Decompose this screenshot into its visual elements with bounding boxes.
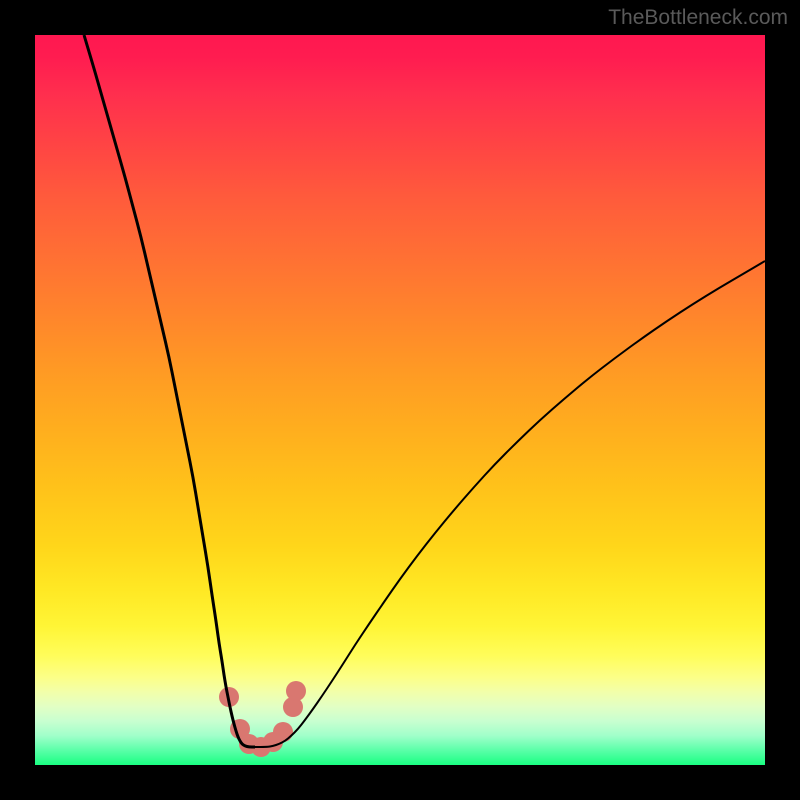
valley-marker — [286, 681, 306, 701]
plot-area — [35, 35, 765, 765]
watermark-text: TheBottleneck.com — [608, 6, 788, 30]
curves-svg — [35, 35, 765, 765]
right-curve — [255, 261, 765, 747]
valley-marker — [273, 722, 293, 742]
left-curve — [84, 35, 255, 747]
